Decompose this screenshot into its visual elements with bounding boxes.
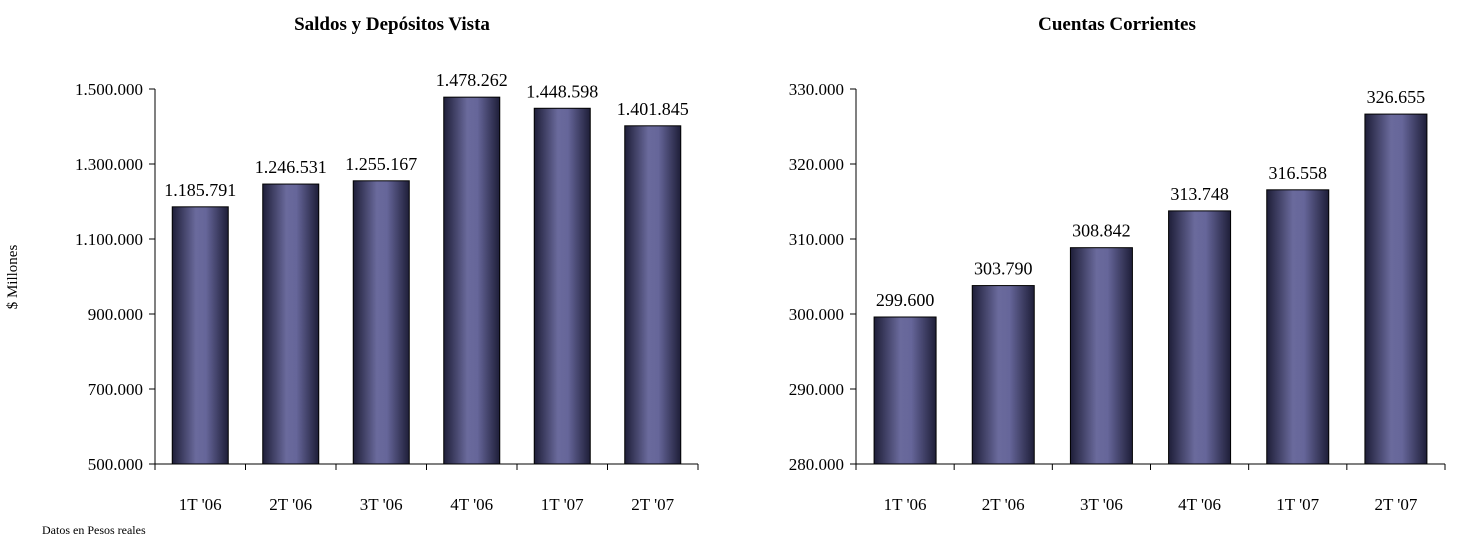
data-label: 1.255.167 bbox=[345, 154, 417, 174]
y-tick-label: 290.000 bbox=[789, 380, 844, 399]
x-tick-label: 1T '07 bbox=[1276, 495, 1319, 514]
data-label: 316.558 bbox=[1269, 163, 1328, 183]
x-tick-label: 2T '07 bbox=[631, 495, 674, 514]
y-tick-label: 310.000 bbox=[789, 230, 844, 249]
data-label: 326.655 bbox=[1367, 87, 1426, 107]
bar-2t-06 bbox=[262, 183, 320, 465]
data-label: 313.748 bbox=[1170, 184, 1229, 204]
footnote: Datos en Pesos reales bbox=[42, 523, 146, 537]
y-tick-label: 1.500.000 bbox=[75, 80, 143, 99]
bar-1t-06 bbox=[873, 316, 937, 465]
x-tick-label: 4T '06 bbox=[450, 495, 493, 514]
y-tick-label: 700.000 bbox=[88, 380, 143, 399]
y-tick-label: 330.000 bbox=[789, 80, 844, 99]
x-tick-label: 2T '06 bbox=[269, 495, 312, 514]
x-tick-label: 3T '06 bbox=[360, 495, 403, 514]
x-tick-label: 1T '06 bbox=[884, 495, 927, 514]
bar-2t-06 bbox=[971, 285, 1035, 465]
y-tick-label: 900.000 bbox=[88, 305, 143, 324]
chart-title: Cuentas Corrientes bbox=[1038, 14, 1196, 35]
y-tick-label: 1.300.000 bbox=[75, 155, 143, 174]
bar-1t-07 bbox=[533, 107, 591, 465]
y-tick-label: 280.000 bbox=[789, 455, 844, 474]
data-label: 1.185.791 bbox=[164, 180, 236, 200]
data-label: 308.842 bbox=[1072, 221, 1131, 241]
x-tick-label: 3T '06 bbox=[1080, 495, 1123, 514]
data-label: 1.246.531 bbox=[255, 157, 327, 177]
x-tick-label: 4T '06 bbox=[1178, 495, 1221, 514]
bar-2t-07 bbox=[624, 125, 682, 465]
y-tick-label: 1.100.000 bbox=[75, 230, 143, 249]
x-tick-label: 2T '06 bbox=[982, 495, 1025, 514]
bar-1t-07 bbox=[1266, 189, 1330, 465]
bar-4t-06 bbox=[1168, 210, 1232, 465]
y-axis-label: $ Millones bbox=[5, 245, 21, 310]
bar-1t-06 bbox=[171, 206, 229, 465]
bar-2t-07 bbox=[1364, 113, 1428, 465]
data-label: 299.600 bbox=[876, 290, 935, 310]
data-label: 1.448.598 bbox=[526, 81, 598, 101]
y-tick-label: 320.000 bbox=[789, 155, 844, 174]
x-tick-label: 1T '07 bbox=[541, 495, 584, 514]
chart-title: Saldos y Depósitos Vista bbox=[294, 14, 490, 35]
x-tick-label: 1T '06 bbox=[179, 495, 222, 514]
data-label: 303.790 bbox=[974, 259, 1033, 279]
bar-3t-06 bbox=[352, 180, 410, 465]
x-tick-label: 2T '07 bbox=[1374, 495, 1417, 514]
bar-4t-06 bbox=[443, 96, 501, 465]
chart-cuentas-corrientes: Cuentas Corrientes 280.000 290.000 300.000… bbox=[789, 14, 1446, 514]
y-tick-label: 500.000 bbox=[88, 455, 143, 474]
data-label: 1.401.845 bbox=[617, 99, 689, 119]
chart-saldos-depositos-vista: Saldos y Depósitos Vista $ Millones 500.… bbox=[5, 14, 699, 514]
bar-3t-06 bbox=[1069, 247, 1133, 465]
data-label: 1.478.262 bbox=[436, 70, 508, 90]
y-tick-label: 300.000 bbox=[789, 305, 844, 324]
